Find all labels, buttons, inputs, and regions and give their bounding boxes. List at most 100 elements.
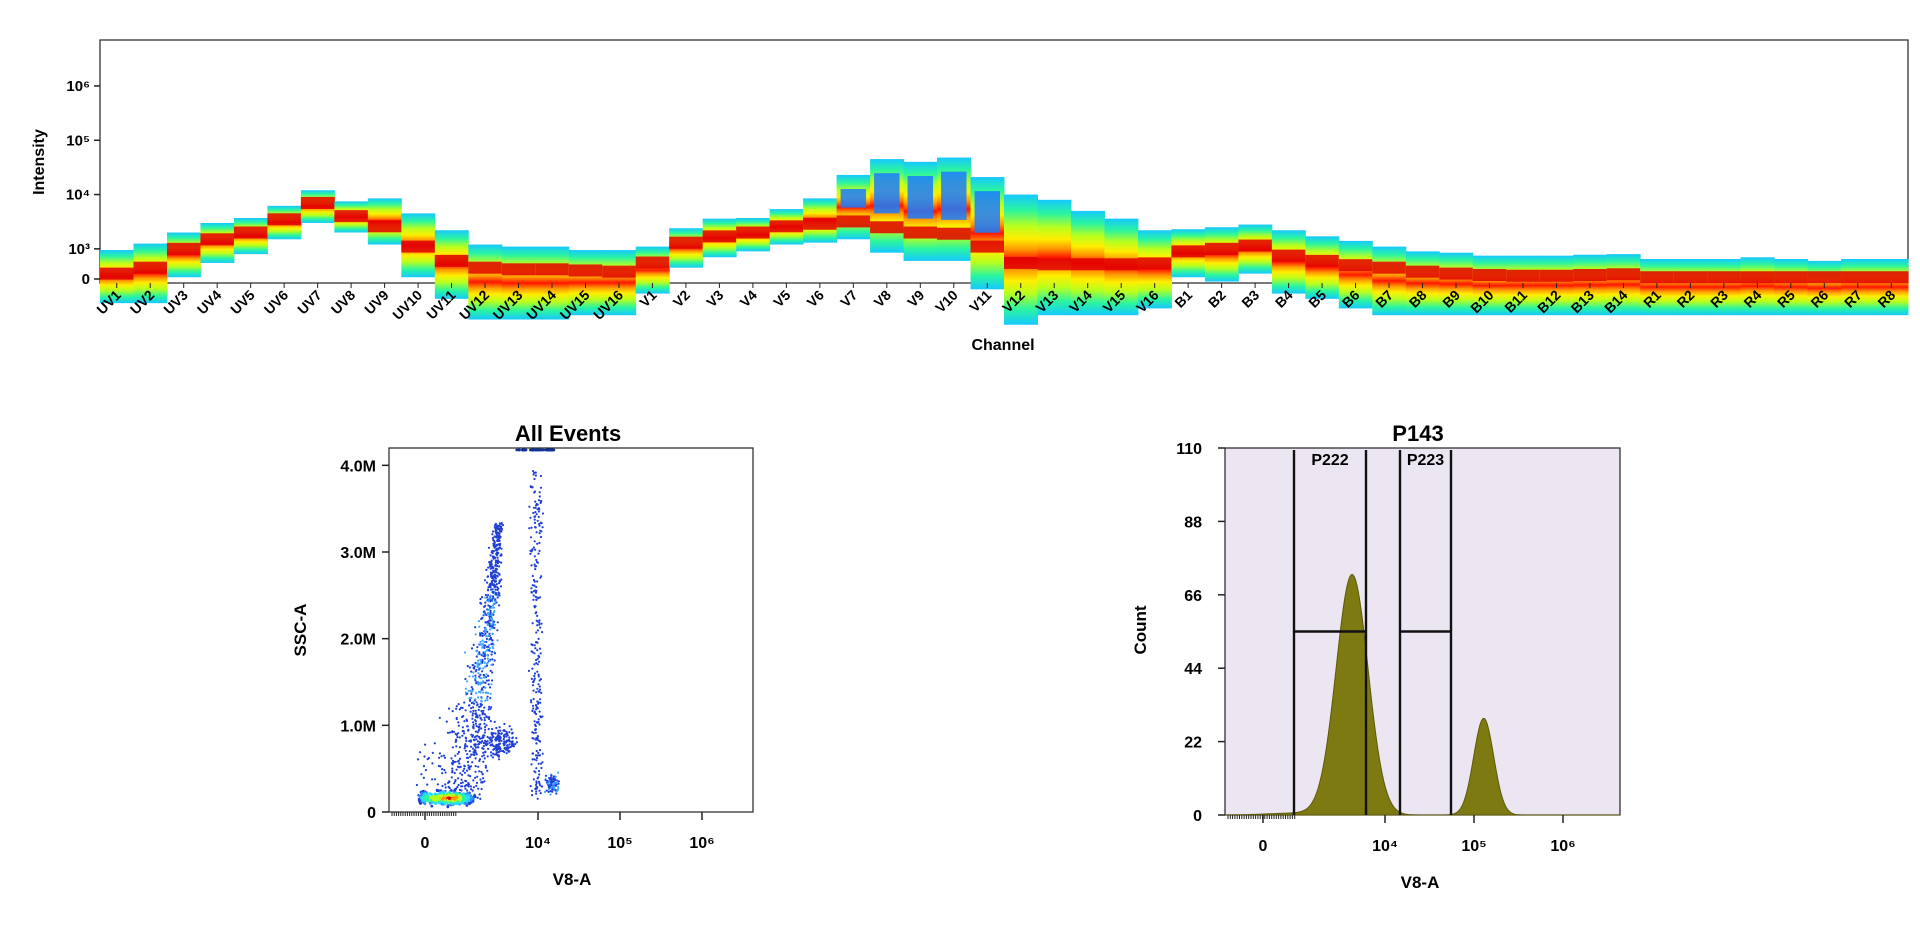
scatter-point [535,662,538,665]
scatter-point [488,624,492,627]
scatter-point [473,665,476,668]
scatter-point [478,625,481,628]
scatter-point [466,753,469,756]
scatter-point [481,681,484,685]
scatter-point [536,663,539,666]
scatter-point [535,749,538,753]
scatter-point [483,719,486,722]
scatter-point [470,696,473,700]
scatter-point [533,563,536,566]
scatter-point [474,679,477,682]
scatter-point [415,783,418,787]
histogram-y-tick: 0 [1193,808,1202,825]
scatter-point [436,796,439,799]
spectrum-bar-V4 [736,217,771,252]
scatter-point [454,740,457,744]
histogram-y-tick: 110 [1176,441,1202,458]
scatter-point [466,791,470,795]
scatter-point [546,448,550,452]
scatter-point [508,746,511,749]
spectrum-median [836,215,871,228]
scatter-point [479,717,482,720]
scatter-point [490,606,493,609]
scatter-point [477,683,480,686]
scatter-y-tick: 0 [367,805,376,822]
scatter-point [486,613,489,616]
scatter-x-axis-label: V8-A [553,870,592,889]
scatter-point [474,746,478,749]
scatter-point [492,550,495,553]
scatter-point [540,530,543,533]
scatter-point [457,721,460,724]
scatter-point [532,707,535,710]
scatter-point [534,565,537,568]
scatter-point [506,732,509,735]
spectrum-bar-V13 [1037,199,1072,316]
scatter-point [483,676,486,679]
scatter-point [479,658,482,662]
scatter-point [503,729,506,732]
scatter-point [480,741,483,744]
scatter-point [534,548,537,551]
scatter-point [535,783,538,787]
scatter-point [552,775,556,778]
scatter-point [535,767,538,770]
scatter-point [489,751,493,754]
scatter-point [489,736,492,739]
scatter-point [533,580,536,583]
scatter-point [482,610,485,614]
spectrum-x-tick: UV10 [389,287,425,323]
scatter-point [498,544,502,547]
scatter-point [505,752,508,755]
scatter-point [474,674,477,677]
scatter-point [486,755,489,758]
spectrum-median [166,242,201,255]
scatter-point [474,720,477,723]
histogram-x-tick: 0 [1259,838,1268,855]
scatter-point [470,692,473,696]
scatter-point [531,684,535,687]
scatter-point [481,639,484,642]
spectrum-bar-R8 [1874,259,1909,316]
scatter-point [494,745,497,748]
spectrum-median [1372,261,1407,274]
spectrum-y-tick: 10⁵ [66,132,90,149]
scatter-point [533,677,536,680]
scatter-point [538,754,541,757]
spectrum-x-tick: V8 [871,287,895,311]
spectrum-x-tick: UV8 [328,287,359,318]
scatter-point [554,775,557,778]
scatter-point [447,707,451,710]
scatter-point [496,586,499,589]
scatter-point [485,697,488,700]
scatter-point [481,740,484,743]
scatter-point [535,708,538,711]
spectrum-x-tick: V4 [737,287,761,311]
scatter-point [465,804,469,807]
histogram-x-tick: 10⁴ [1372,838,1398,855]
scatter-point [508,743,511,746]
spectrum-x-tick: B2 [1205,287,1229,311]
scatter-point [465,739,468,743]
scatter-point [481,773,484,776]
scatter-point [538,491,541,494]
scatter-point [536,738,539,741]
scatter-point [494,570,497,574]
scatter-point [535,513,538,516]
scatter-point [539,596,542,599]
scatter-point [467,689,470,692]
scatter-point [540,691,543,695]
scatter-point [483,640,486,644]
scatter-point [534,612,537,615]
spectrum-median [535,263,570,276]
scatter-point [477,725,480,729]
spectrum-bar-UV10 [401,213,436,278]
scatter-point [500,732,503,735]
spectrum-bar-UV8 [334,201,369,233]
scatter-point [535,598,538,602]
scatter-point [486,735,489,739]
scatter-point [529,485,532,488]
scatter-point [482,712,485,715]
scatter-point [534,568,537,571]
spectrum-x-tick: B1 [1171,287,1195,311]
